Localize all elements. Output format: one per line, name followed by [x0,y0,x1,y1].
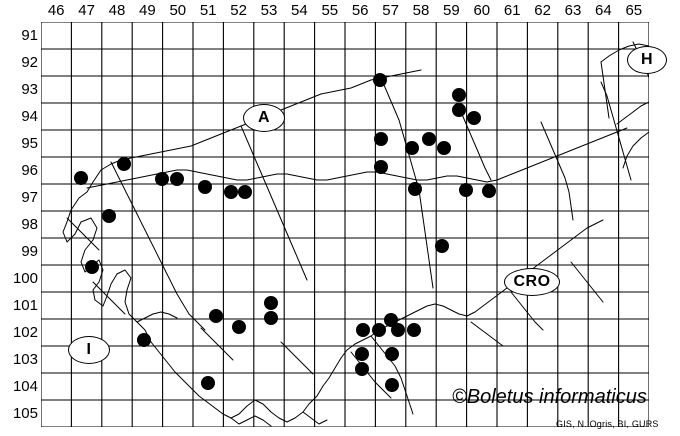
record-dot [137,333,151,347]
column-label-63: 63 [564,2,582,19]
record-dot [459,183,473,197]
country-tag-cro: CRO [504,268,560,296]
column-label-56: 56 [351,2,369,19]
column-label-65: 65 [625,2,643,19]
record-dot [391,323,405,337]
record-dot [209,309,223,323]
record-dot [117,157,131,171]
column-label-55: 55 [321,2,339,19]
row-label-101: 101 [12,296,38,314]
record-dot [408,182,422,196]
column-label-52: 52 [230,2,247,19]
grid-and-borders [41,22,649,427]
country-tag-h: H [627,46,667,74]
column-label-64: 64 [595,2,612,19]
country-tag-a: A [243,104,285,132]
column-label-61: 61 [503,2,521,19]
record-dot [170,172,184,186]
row-label-98: 98 [21,215,38,233]
column-label-46: 46 [47,2,65,19]
record-dot [405,141,419,155]
record-dot [198,180,212,194]
record-dot [374,160,388,174]
column-label-60: 60 [473,2,491,19]
row-label-100: 100 [12,269,38,287]
record-dot [264,296,278,310]
column-label-59: 59 [443,2,460,19]
column-label-47: 47 [78,2,95,19]
record-dot [385,378,399,392]
row-label-94: 94 [21,107,38,125]
record-dot [355,347,369,361]
record-dot [437,141,451,155]
record-dot [373,73,387,87]
record-dot [85,260,99,274]
record-dot [452,88,466,102]
record-dot [385,347,399,361]
row-label-96: 96 [21,161,38,179]
record-dot [224,185,238,199]
row-label-99: 99 [21,242,38,260]
record-dot [264,311,278,325]
record-dot [372,323,386,337]
record-dot [355,362,369,376]
record-dot [467,111,481,125]
map-canvas [41,22,649,427]
row-label-97: 97 [21,188,38,206]
column-label-58: 58 [412,2,430,19]
column-label-50: 50 [169,2,187,19]
record-dot [232,320,246,334]
record-dot [74,171,88,185]
record-dot [238,185,252,199]
record-dot [482,184,496,198]
record-dot [201,376,215,390]
grid-lines [41,22,649,427]
column-label-57: 57 [382,2,399,19]
record-dot [452,103,466,117]
attribution-label: GIS, N. Ogris, BI, GURS [556,419,659,429]
column-label-49: 49 [139,2,156,19]
record-dot [435,239,449,253]
row-label-105: 105 [12,404,38,422]
record-dot [102,209,116,223]
row-label-103: 103 [12,350,38,368]
row-label-93: 93 [21,80,38,98]
record-dot [422,132,436,146]
row-label-92: 92 [21,53,38,71]
column-label-48: 48 [108,2,126,19]
record-dot [374,132,388,146]
record-dot [407,323,421,337]
row-label-95: 95 [21,134,38,152]
country-tag-i: I [68,336,110,364]
record-dot [155,172,169,186]
copyright-label: ©Boletus informaticus [452,386,647,408]
column-label-54: 54 [291,2,308,19]
row-label-102: 102 [12,323,38,341]
column-label-51: 51 [199,2,217,19]
record-dot [356,323,370,337]
column-label-62: 62 [534,2,551,19]
column-label-53: 53 [260,2,278,19]
row-label-91: 91 [21,26,38,44]
row-label-104: 104 [12,377,38,395]
